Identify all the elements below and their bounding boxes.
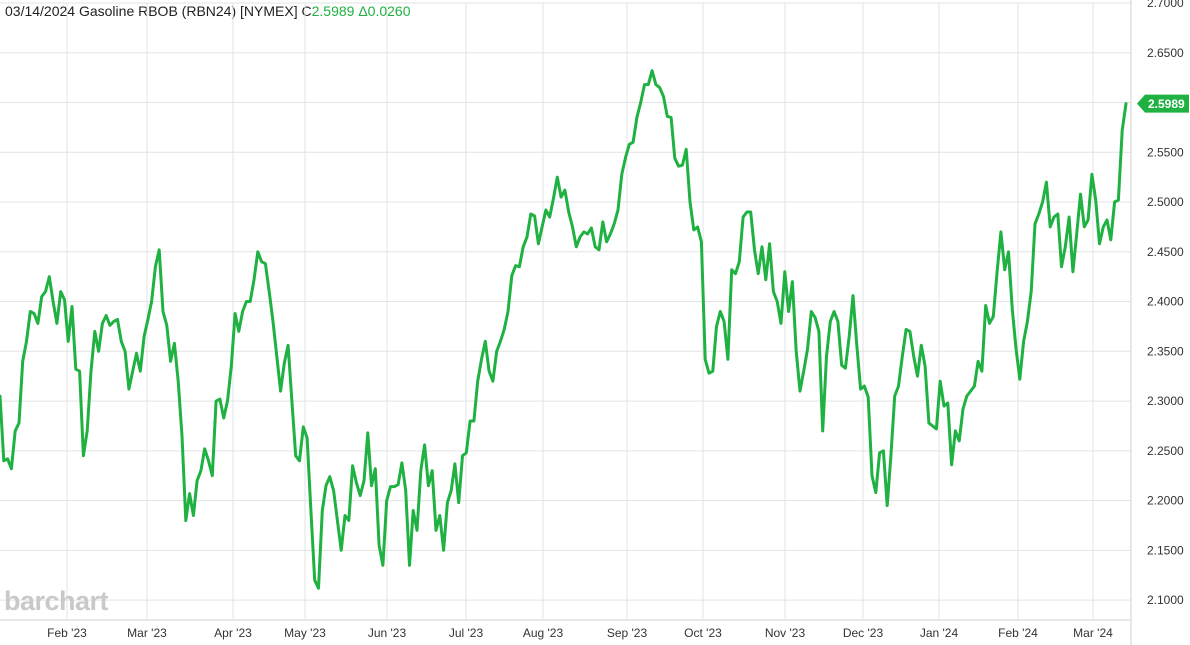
price-series-line bbox=[0, 69, 1128, 590]
y-tick-label: 2.7000 bbox=[1147, 0, 1184, 10]
y-tick-label: 2.3000 bbox=[1147, 394, 1184, 408]
x-tick-label: Nov '23 bbox=[765, 626, 806, 640]
y-tick-label: 2.6500 bbox=[1147, 46, 1184, 60]
last-price-badge bbox=[1137, 94, 1189, 113]
x-tick-label: Oct '23 bbox=[684, 626, 722, 640]
y-tick-label: 2.1500 bbox=[1147, 543, 1184, 557]
x-tick-label: Mar '24 bbox=[1073, 626, 1113, 640]
x-tick-label: Mar '23 bbox=[127, 626, 167, 640]
y-tick-label: 2.5500 bbox=[1147, 145, 1184, 159]
chart-header: 03/14/2024 Gasoline RBOB (RBN24) [NYMEX]… bbox=[5, 3, 411, 19]
x-tick-label: Feb '24 bbox=[998, 626, 1038, 640]
barchart-logo: barchart bbox=[4, 586, 109, 616]
y-tick-label: 2.2500 bbox=[1147, 444, 1184, 458]
header-date: 03/14/2024 bbox=[5, 3, 76, 19]
y-tick-label: 2.5000 bbox=[1147, 195, 1184, 209]
header-close-prefix: C bbox=[301, 3, 312, 19]
x-tick-label: Apr '23 bbox=[214, 626, 252, 640]
x-tick-label: Jul '23 bbox=[449, 626, 484, 640]
x-tick-label: Feb '23 bbox=[47, 626, 87, 640]
y-tick-label: 2.4500 bbox=[1147, 245, 1184, 259]
y-tick-label: 2.4000 bbox=[1147, 295, 1184, 309]
y-tick-label: 2.1000 bbox=[1147, 593, 1184, 607]
x-tick-label: Aug '23 bbox=[523, 626, 564, 640]
y-tick-label: 2.3500 bbox=[1147, 344, 1184, 358]
header-change: Δ0.0260 bbox=[358, 3, 411, 19]
x-tick-label: Jan '24 bbox=[920, 626, 959, 640]
x-tick-label: Jun '23 bbox=[368, 626, 407, 640]
y-tick-label: 2.2000 bbox=[1147, 494, 1184, 508]
x-tick-label: May '23 bbox=[284, 626, 326, 640]
header-instrument: Gasoline RBOB (RBN24) [NYMEX] bbox=[78, 3, 298, 19]
x-tick-label: Dec '23 bbox=[843, 626, 884, 640]
last-price-label: 2.5989 bbox=[1148, 97, 1185, 111]
x-tick-label: Sep '23 bbox=[607, 626, 648, 640]
header-close-value: 2.5989 bbox=[311, 3, 355, 19]
